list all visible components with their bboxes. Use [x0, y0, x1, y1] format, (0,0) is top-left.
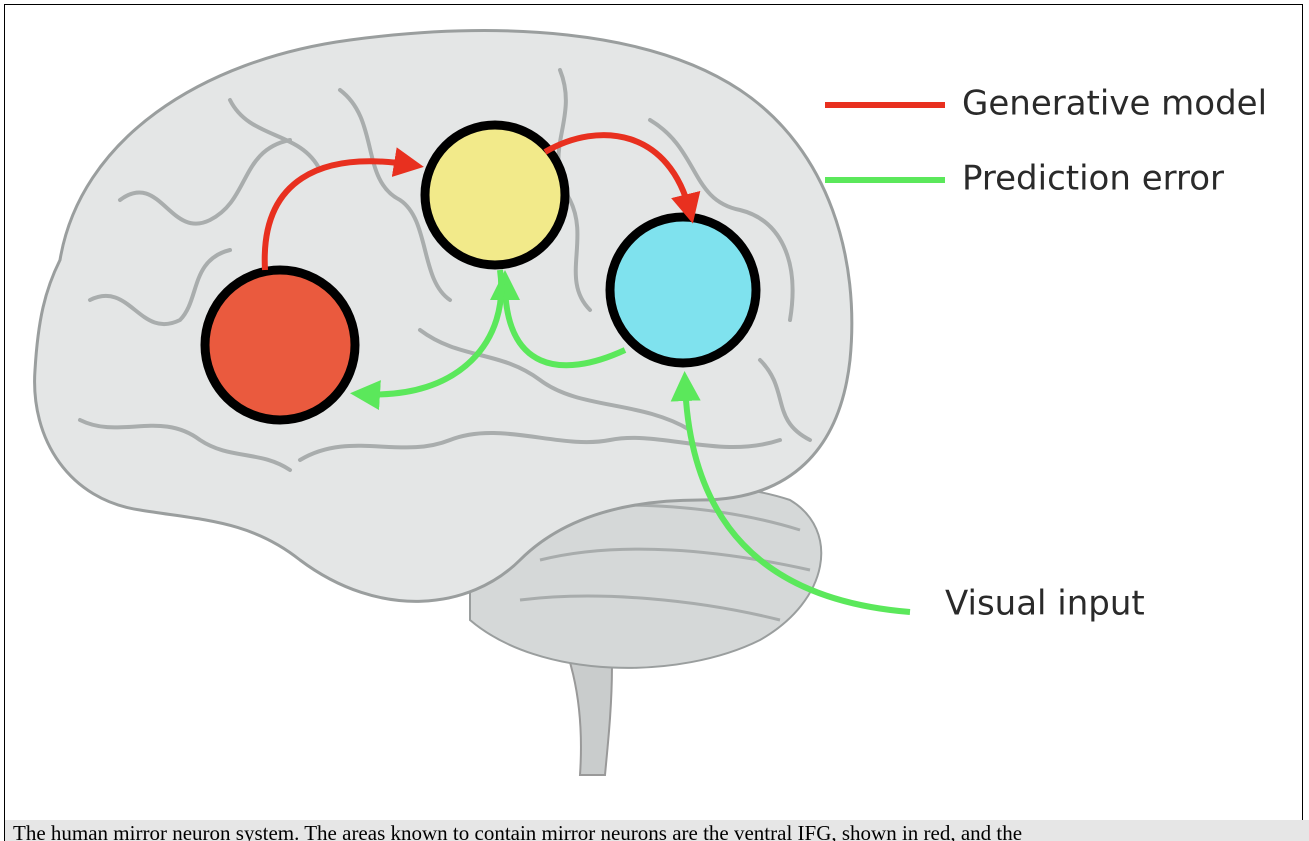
caption: The human mirror neuron system. The area… — [5, 820, 1309, 841]
legend-label: Generative model — [962, 84, 1267, 124]
region-yellow — [420, 120, 570, 270]
visual-input-label: Visual input — [945, 584, 1145, 624]
legend: Generative model Prediction error — [825, 84, 1267, 199]
arrow-red — [261, 147, 424, 271]
region-cyan — [605, 212, 761, 368]
figure-frame — [4, 4, 1303, 841]
legend-label: Prediction error — [962, 159, 1224, 199]
arrow-green — [670, 371, 911, 615]
arrow-green — [350, 269, 505, 411]
region-red — [200, 265, 360, 425]
arrow-red — [543, 132, 701, 224]
arrows — [261, 132, 911, 615]
arrow-green — [490, 270, 627, 369]
